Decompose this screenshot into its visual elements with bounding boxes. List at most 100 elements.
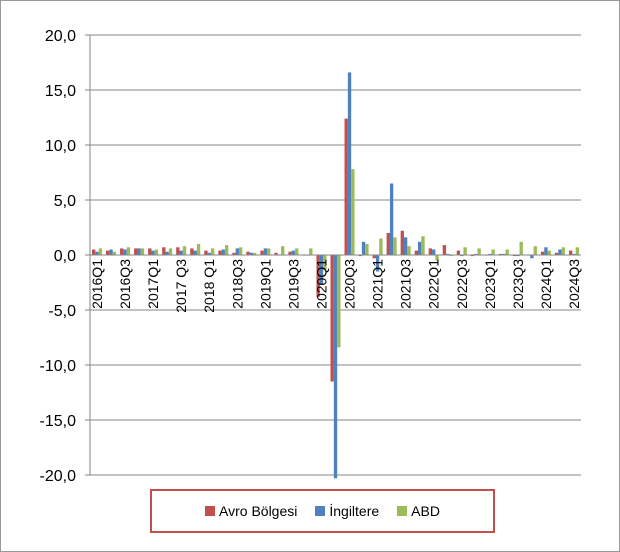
bar-avro xyxy=(162,247,166,255)
y-tick-label: 0,0 xyxy=(54,248,76,265)
bar-avro xyxy=(106,250,110,255)
legend-label-abd: ABD xyxy=(411,503,440,519)
bar-abd xyxy=(309,248,313,255)
bar-avro xyxy=(176,247,180,255)
bar-avro xyxy=(554,252,559,255)
bar-avro xyxy=(498,253,503,255)
bar-avro xyxy=(358,255,362,257)
x-tick-label: 2016Q3 xyxy=(117,259,133,309)
bar-avro xyxy=(274,252,278,255)
bar-abd xyxy=(463,247,467,255)
bar-abd xyxy=(98,248,103,255)
y-tick-label: 5,0 xyxy=(54,193,76,210)
bar-avro xyxy=(134,248,138,255)
bar-abd xyxy=(351,169,355,255)
bar-avro xyxy=(120,248,124,255)
bar-avro xyxy=(288,251,292,255)
bar-abd xyxy=(196,244,201,255)
bar-abd xyxy=(519,241,523,255)
bar-ingiltere xyxy=(179,250,183,255)
x-tick-label: 2020Q3 xyxy=(342,259,358,309)
bar-ingiltere xyxy=(221,249,225,255)
x-tick-label: 2018 Q1 xyxy=(201,259,217,313)
bar-avro xyxy=(92,249,96,255)
bar-abd xyxy=(337,255,341,348)
bar-ingiltere xyxy=(249,252,253,255)
bar-ingiltere xyxy=(418,241,422,255)
bar-ingiltere xyxy=(193,250,197,255)
x-tick-label: 2017Q1 xyxy=(145,259,161,309)
legend-label-ingiltere: İngiltere xyxy=(329,503,380,519)
bar-abd xyxy=(407,246,411,255)
bar-avro xyxy=(568,250,573,255)
legend-swatch-avro xyxy=(205,506,216,516)
bar-ingiltere xyxy=(319,255,324,285)
x-tick-label: 2022Q3 xyxy=(454,259,470,309)
bar-avro xyxy=(414,250,419,255)
bar-ingiltere xyxy=(432,249,436,255)
bar-ingiltere xyxy=(460,255,464,257)
bar-avro xyxy=(190,248,194,255)
bar-abd xyxy=(140,248,145,255)
bar-abd xyxy=(182,246,187,255)
bar-abd xyxy=(449,255,453,257)
x-tick-label: 2016Q1 xyxy=(89,259,105,309)
bar-abd xyxy=(323,255,327,271)
bar-abd xyxy=(477,248,481,255)
y-tick-label: 10,0 xyxy=(45,138,76,155)
bar-abd xyxy=(505,249,509,255)
bar-avro xyxy=(456,250,461,255)
bar-ingiltere xyxy=(516,255,520,257)
legend-entry-abd: ABD xyxy=(397,503,440,519)
bar-avro xyxy=(148,248,152,255)
x-tick-label: 2021Q1 xyxy=(370,259,386,309)
bar-ingiltere xyxy=(474,253,478,255)
bar-ingiltere xyxy=(488,253,492,255)
bar-ingiltere xyxy=(403,237,408,255)
bar-avro xyxy=(204,250,208,255)
chart-legend: Avro Bölgesi İngiltere ABD xyxy=(150,489,495,533)
y-tick-label: 20,0 xyxy=(45,28,76,45)
bar-ingiltere xyxy=(558,249,562,255)
legend-swatch-abd xyxy=(397,506,408,516)
bar-abd xyxy=(435,255,439,261)
bar-abd xyxy=(281,246,285,255)
legend-swatch-ingiltere xyxy=(315,506,326,516)
bar-abd xyxy=(267,248,271,255)
bar-abd xyxy=(365,244,369,255)
bar-avro xyxy=(386,233,390,255)
x-tick-label: 2023Q1 xyxy=(482,259,498,309)
x-tick-label: 2024Q1 xyxy=(538,259,554,309)
x-tick-label: 2017 Q3 xyxy=(173,259,189,313)
bar-avro xyxy=(344,118,348,255)
bar-ingiltere xyxy=(361,241,366,255)
bar-avro xyxy=(260,250,264,255)
bar-avro xyxy=(540,251,545,255)
bar-avro xyxy=(428,248,433,255)
bar-ingiltere xyxy=(123,249,127,255)
x-tick-label: 2024Q3 xyxy=(566,259,582,309)
bar-abd xyxy=(379,238,383,255)
bar-ingiltere xyxy=(572,253,576,255)
bar-ingiltere xyxy=(207,252,211,255)
bar-avro xyxy=(512,255,517,257)
bar-avro xyxy=(400,230,404,255)
y-tick-label: 15,0 xyxy=(45,83,76,100)
bar-ingiltere xyxy=(375,255,380,272)
bar-avro xyxy=(246,251,250,255)
x-tick-label: 2022Q1 xyxy=(426,259,442,309)
bar-avro xyxy=(470,255,475,257)
bar-avro xyxy=(316,255,320,297)
x-tick-label: 2023Q3 xyxy=(510,259,526,309)
bar-abd xyxy=(393,237,397,255)
bar-abd xyxy=(575,247,579,255)
x-tick-label: 2019Q1 xyxy=(257,259,273,309)
bar-abd xyxy=(252,252,257,255)
bar-ingiltere xyxy=(389,183,394,255)
bar-ingiltere xyxy=(263,248,268,255)
bar-abd xyxy=(210,248,215,255)
bar-ingiltere xyxy=(137,248,141,255)
bar-ingiltere xyxy=(291,250,296,255)
bar-ingiltere xyxy=(235,248,239,255)
